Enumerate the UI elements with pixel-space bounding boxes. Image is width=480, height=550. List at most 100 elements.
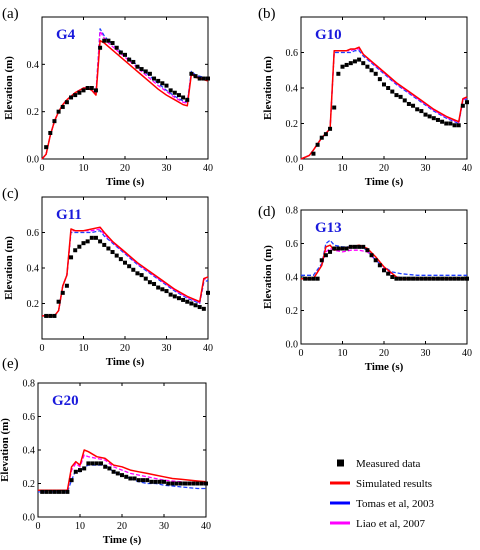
series-line — [42, 226, 209, 317]
legend-label: Measured data — [356, 458, 421, 470]
measured-point — [197, 305, 202, 310]
legend-item: Liao et al, 2007 — [330, 518, 426, 530]
measured-point — [435, 117, 440, 122]
measured-point — [135, 64, 140, 69]
gauge-title: G4 — [56, 27, 76, 43]
series-liao-et-al-2007 — [301, 247, 467, 280]
y-tick-label: 0.2 — [27, 299, 40, 310]
measured-point — [168, 88, 173, 93]
measured-point — [419, 109, 424, 114]
y-tick-label: 0.6 — [23, 412, 36, 423]
measured-point — [357, 57, 362, 62]
measured-point — [344, 62, 349, 67]
series-line — [41, 39, 209, 160]
measured-point — [98, 239, 103, 244]
measured-point — [147, 280, 152, 285]
measured-point — [118, 257, 123, 262]
measured-point — [195, 481, 200, 486]
series-measured-data — [44, 38, 210, 150]
measured-point — [193, 74, 198, 79]
measured-point — [145, 478, 150, 483]
panel-label: (a) — [2, 6, 19, 22]
measured-point — [348, 244, 353, 249]
measured-point — [52, 313, 57, 318]
measured-point — [132, 476, 137, 481]
measured-point — [386, 271, 391, 276]
x-tick-label: 10 — [75, 521, 85, 532]
measured-point — [127, 264, 132, 269]
measured-point — [106, 38, 111, 43]
measured-point — [187, 481, 192, 486]
series-tomas-et-al-2003 — [300, 50, 468, 160]
measured-point — [157, 479, 162, 484]
x-tick-label: 30 — [421, 348, 431, 359]
measured-point — [56, 299, 61, 304]
measured-point — [141, 478, 145, 483]
measured-point — [102, 38, 107, 43]
measured-point — [52, 119, 57, 124]
x-tick-label: 40 — [462, 163, 472, 174]
y-tick-label: 0.0 — [286, 155, 299, 166]
y-tick-label: 0.8 — [23, 379, 36, 390]
measured-point — [181, 95, 186, 100]
x-tick-label: 30 — [162, 343, 172, 354]
measured-point — [181, 297, 186, 302]
measured-point — [382, 82, 386, 87]
measured-point — [307, 276, 312, 281]
measured-point — [398, 94, 403, 99]
measured-point — [73, 469, 78, 474]
measured-point — [166, 481, 171, 486]
measured-point — [64, 100, 69, 105]
y-tick-label: 0.4 — [23, 446, 36, 457]
y-tick-label: 0.0 — [27, 155, 40, 166]
y-axis-label: Elevation (m) — [3, 56, 15, 120]
x-tick-label: 40 — [201, 521, 211, 532]
measured-point — [60, 290, 65, 295]
series-tomas-et-al-2003 — [38, 464, 206, 493]
measured-point — [460, 276, 465, 281]
measured-point — [69, 255, 74, 260]
y-axis-label: Elevation (m) — [0, 418, 11, 482]
measured-point — [176, 296, 181, 301]
measured-point — [115, 471, 120, 476]
x-axis-label: Time (s) — [106, 176, 145, 188]
y-axis-label: Elevation (m) — [262, 245, 274, 309]
measured-point — [423, 112, 428, 117]
measured-point — [57, 489, 61, 494]
measured-point — [103, 464, 108, 469]
series-liao-et-al-2007 — [41, 30, 209, 160]
measured-point — [139, 273, 144, 278]
measured-point — [411, 276, 416, 281]
x-tick-label: 10 — [338, 348, 348, 359]
x-tick-label: 10 — [79, 163, 89, 174]
x-tick-label: 10 — [338, 163, 348, 174]
measured-point — [77, 244, 82, 249]
measured-point — [93, 235, 98, 240]
panel-label: (c) — [2, 186, 19, 202]
measured-point — [348, 61, 353, 66]
measured-point — [319, 135, 324, 140]
y-tick-label: 0.6 — [286, 239, 299, 250]
measured-point — [102, 242, 107, 247]
measured-point — [149, 479, 154, 484]
measured-point — [86, 461, 91, 466]
measured-point — [419, 276, 424, 281]
measured-point — [361, 244, 366, 249]
measured-point — [124, 474, 129, 479]
series-tomas-et-al-2003 — [41, 28, 209, 160]
measured-point — [448, 121, 453, 126]
measured-point — [114, 45, 119, 50]
measured-point — [128, 476, 133, 481]
panel-g20: 0 10 20 30 40 0.0 0.2 0.4 0.6 0.8 Time (s) Elevatio… — [0, 356, 211, 546]
measured-point — [406, 101, 411, 106]
measured-point — [185, 97, 190, 102]
series-measured-data — [303, 244, 469, 281]
measured-point — [398, 276, 403, 281]
measured-point — [465, 276, 469, 281]
series-simulated-results — [42, 226, 209, 317]
legend-marker — [337, 459, 344, 467]
measured-point — [189, 71, 194, 76]
series-line — [38, 464, 206, 493]
y-tick-label: 0.2 — [27, 107, 40, 118]
